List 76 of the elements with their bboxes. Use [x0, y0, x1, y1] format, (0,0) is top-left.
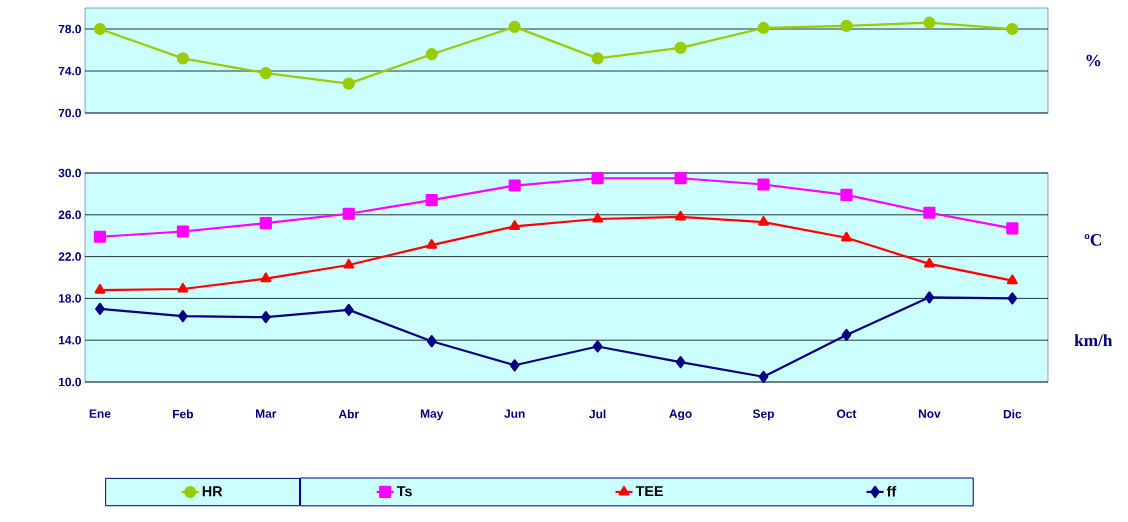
point: [758, 370, 769, 383]
x-tick-label: Sep: [752, 409, 774, 421]
y-tick-label: 74.0: [58, 66, 81, 76]
point: [426, 239, 438, 249]
point: [675, 356, 686, 369]
x-tick-label: Jun: [504, 409, 525, 418]
y-tick-label: 26.0: [58, 210, 81, 220]
point: [259, 217, 272, 230]
y-tick-label: 10.0: [58, 377, 81, 387]
text: ºC: [1084, 234, 1102, 246]
point: [425, 194, 438, 207]
point: [592, 212, 604, 223]
x-tick-label: Dic: [1003, 409, 1022, 419]
y-tick-label: 22.0: [58, 252, 81, 261]
point: [675, 210, 686, 221]
point: [592, 340, 603, 353]
legend-label: TEE: [635, 486, 663, 497]
point: [177, 282, 189, 293]
point: [757, 21, 770, 35]
point: [591, 52, 604, 65]
point: [923, 206, 936, 219]
point: [923, 16, 936, 29]
x-tick-label: Nov: [918, 409, 941, 418]
x-tick-label: Feb: [173, 409, 194, 419]
point: [508, 20, 521, 33]
point: [674, 172, 687, 185]
point: [260, 272, 272, 283]
point: [426, 335, 437, 348]
point: [343, 258, 355, 269]
y-tick-label: 70.0: [58, 108, 81, 118]
point: [1006, 222, 1019, 235]
point: [259, 67, 272, 80]
point: [94, 283, 106, 294]
x-tick-label: Ago: [669, 409, 692, 421]
point: [176, 225, 189, 238]
y-tick-label: 14.0: [58, 335, 81, 345]
y-tick-label: 78.0: [58, 24, 81, 34]
point: [509, 359, 520, 372]
x-tick-label: Mar: [255, 409, 277, 418]
point: [923, 257, 935, 268]
text: %: [1086, 54, 1101, 67]
x-tick-label: May: [420, 409, 444, 421]
x-tick-label: Jul: [589, 409, 606, 419]
point: [841, 328, 852, 342]
point: [591, 172, 604, 185]
point: [841, 231, 852, 242]
point: [93, 22, 107, 36]
point: [343, 303, 354, 316]
x-tick-label: Ene: [89, 409, 111, 418]
point: [260, 311, 271, 324]
point: [1007, 292, 1018, 305]
point: [178, 310, 188, 323]
point: [757, 178, 770, 191]
y-tick-label: 18.0: [58, 294, 81, 303]
point: [758, 216, 769, 226]
point: [840, 188, 853, 202]
point: [674, 41, 687, 54]
legend-label: HR: [202, 486, 223, 497]
x-tick-label: Oct: [836, 409, 857, 418]
text: km/h: [1074, 334, 1113, 347]
point: [509, 220, 521, 230]
legend-label: ff: [886, 485, 897, 497]
point: [840, 19, 853, 32]
point: [924, 291, 935, 304]
y-tick-label: 30.0: [58, 168, 81, 178]
point: [342, 77, 355, 90]
legend-label: Ts: [396, 486, 412, 497]
point: [1006, 22, 1019, 36]
point: [1006, 274, 1018, 285]
point: [342, 207, 355, 220]
point: [95, 302, 105, 315]
point: [93, 230, 107, 243]
point: [508, 179, 521, 192]
point: [176, 52, 189, 65]
point: [425, 48, 438, 61]
x-tick-label: Abr: [338, 409, 359, 419]
